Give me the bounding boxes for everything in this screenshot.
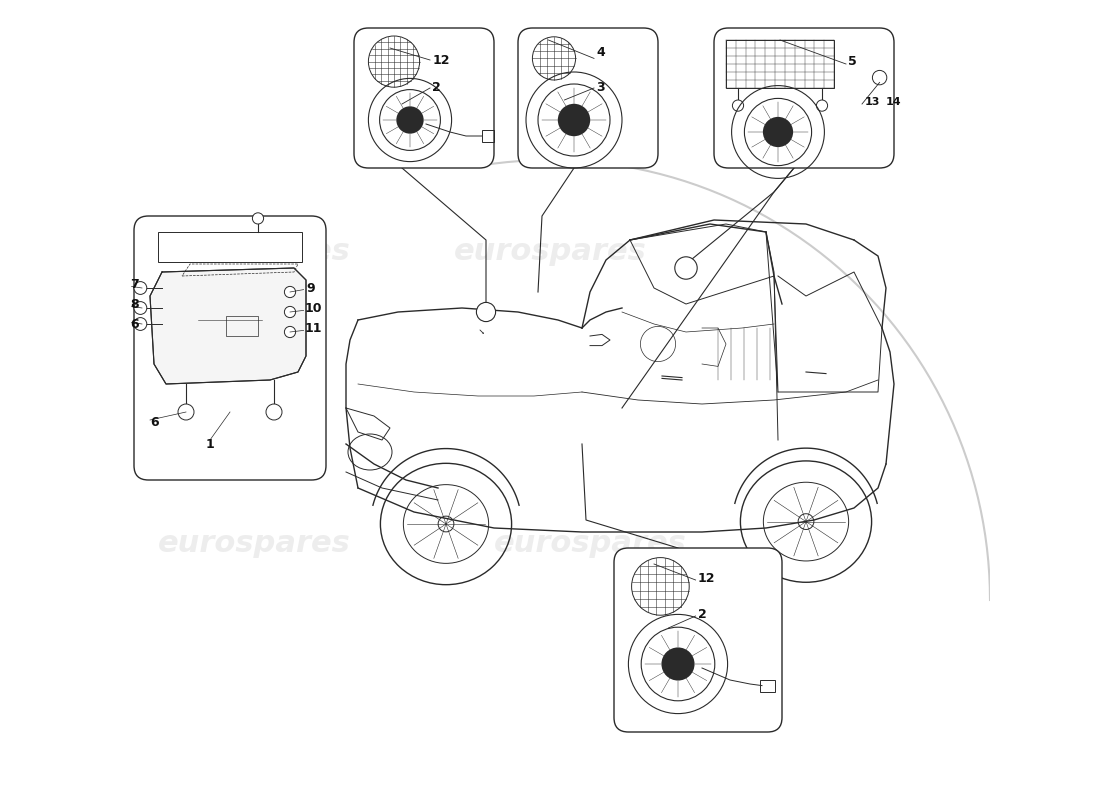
Circle shape — [396, 106, 424, 134]
Text: 12: 12 — [698, 572, 715, 585]
Text: 11: 11 — [305, 322, 322, 334]
Text: 13: 13 — [865, 98, 880, 107]
Circle shape — [285, 306, 296, 318]
Text: 1: 1 — [206, 438, 214, 450]
Circle shape — [872, 70, 887, 85]
Circle shape — [438, 516, 454, 532]
FancyBboxPatch shape — [354, 28, 494, 168]
Text: 3: 3 — [596, 82, 605, 94]
Text: 9: 9 — [306, 282, 315, 294]
Circle shape — [674, 257, 697, 279]
FancyBboxPatch shape — [614, 548, 782, 732]
Circle shape — [799, 514, 814, 530]
Text: 12: 12 — [432, 54, 450, 66]
Circle shape — [252, 213, 264, 224]
Text: 6: 6 — [150, 416, 158, 429]
FancyBboxPatch shape — [134, 216, 326, 480]
Circle shape — [285, 286, 296, 298]
Text: 14: 14 — [886, 98, 902, 107]
Text: eurospares: eurospares — [494, 530, 686, 558]
Text: 5: 5 — [848, 55, 857, 68]
Text: eurospares: eurospares — [453, 238, 647, 266]
Polygon shape — [150, 268, 306, 384]
Circle shape — [558, 104, 591, 136]
Text: 4: 4 — [596, 46, 605, 58]
Text: 8: 8 — [130, 298, 139, 310]
Circle shape — [763, 117, 793, 147]
Circle shape — [816, 100, 827, 111]
Text: 2: 2 — [432, 82, 441, 94]
Bar — [226, 316, 258, 336]
Bar — [726, 40, 834, 88]
FancyBboxPatch shape — [518, 28, 658, 168]
Circle shape — [266, 404, 282, 420]
Text: eurospares: eurospares — [157, 238, 351, 266]
Text: 2: 2 — [698, 608, 706, 621]
Circle shape — [476, 302, 496, 322]
Text: 7: 7 — [130, 278, 139, 290]
Circle shape — [661, 647, 694, 681]
FancyBboxPatch shape — [714, 28, 894, 168]
Text: eurospares: eurospares — [157, 530, 351, 558]
Circle shape — [178, 404, 194, 420]
Circle shape — [285, 326, 296, 338]
Circle shape — [134, 318, 146, 330]
Bar — [760, 680, 774, 692]
Circle shape — [134, 282, 146, 294]
Bar — [482, 130, 494, 142]
Circle shape — [134, 302, 146, 314]
FancyArrowPatch shape — [480, 330, 483, 334]
Text: 6: 6 — [130, 318, 139, 330]
Circle shape — [733, 100, 744, 111]
Text: 10: 10 — [305, 302, 322, 314]
